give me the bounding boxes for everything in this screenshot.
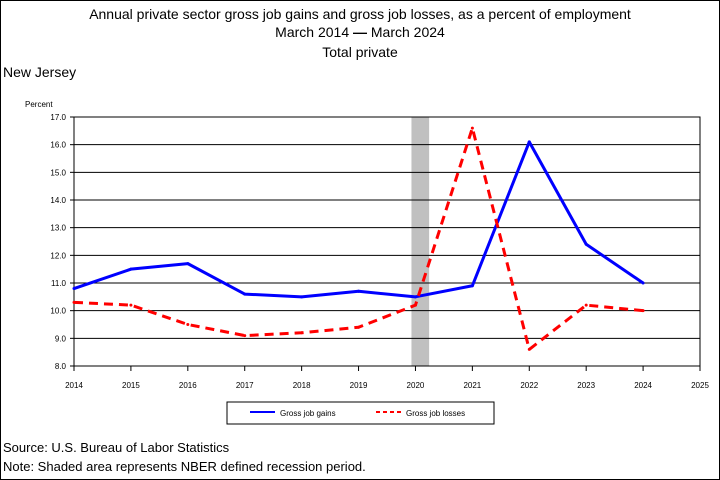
legend-label: Gross job losses <box>406 409 465 418</box>
y-tick-label: 13.0 <box>50 224 66 233</box>
data-point-gains <box>72 287 76 291</box>
data-point-gains <box>527 140 531 144</box>
chart-period: March 2014 — March 2024 <box>275 24 445 40</box>
plot-area <box>73 116 701 367</box>
data-point-gains <box>584 242 588 246</box>
legend-box <box>226 401 495 425</box>
x-tick-label: 2025 <box>691 381 709 390</box>
y-tick-label: 8.0 <box>55 362 67 371</box>
y-tick-label: 12.0 <box>50 251 66 260</box>
state-label: New Jersey <box>3 64 77 80</box>
series-line-losses <box>73 126 644 351</box>
data-point-losses <box>470 126 474 130</box>
data-point-losses <box>129 303 133 307</box>
y-tick-label: 11.0 <box>51 279 67 288</box>
y-tick-label: 15.0 <box>50 168 66 177</box>
data-point-losses <box>186 323 190 326</box>
y-tick-label: 17.0 <box>50 113 66 122</box>
data-point-gains <box>641 281 645 285</box>
data-point-gains <box>186 262 190 266</box>
x-tick-label: 2019 <box>350 381 368 390</box>
data-point-gains <box>413 295 417 299</box>
data-point-losses <box>584 303 588 307</box>
y-tick-label: 9.0 <box>55 334 67 343</box>
x-tick-label: 2016 <box>179 381 197 390</box>
data-point-losses <box>357 325 361 329</box>
recession-note: Note: Shaded area represents NBER define… <box>3 459 366 474</box>
chart-subtitle: Total private <box>322 44 398 60</box>
y-tick-label: 16.0 <box>50 141 66 150</box>
data-point-gains <box>470 284 474 288</box>
y-axis-label: Percent <box>25 100 53 109</box>
data-point-gains <box>357 289 361 293</box>
data-point-losses <box>72 300 76 304</box>
x-tick-label: 2015 <box>122 381 140 390</box>
data-point-gains <box>129 267 133 271</box>
data-point-losses <box>413 303 417 307</box>
x-tick-label: 2017 <box>236 381 254 390</box>
period-start: March 2014 <box>275 24 350 40</box>
period-end: March 2024 <box>370 24 445 40</box>
recession-shading <box>411 117 430 366</box>
x-tick-label: 2022 <box>520 381 538 390</box>
data-point-losses <box>300 331 304 335</box>
chart-title: Annual private sector gross job gains an… <box>89 6 631 22</box>
x-tick-label: 2020 <box>407 381 425 390</box>
y-tick-label: 14.0 <box>50 196 66 205</box>
x-tick-label: 2021 <box>463 381 481 390</box>
data-point-losses <box>243 334 247 338</box>
data-point-losses <box>527 347 531 351</box>
x-tick-label: 2018 <box>293 381 311 390</box>
data-point-gains <box>300 295 304 299</box>
x-tick-label: 2023 <box>577 381 595 390</box>
y-tick-label: 10.0 <box>50 307 66 316</box>
data-point-losses <box>641 309 645 313</box>
source-note: Source: U.S. Bureau of Labor Statistics <box>3 440 230 455</box>
x-tick-label: 2014 <box>65 381 83 390</box>
x-tick-label: 2024 <box>634 381 652 390</box>
series-line-gains <box>73 140 644 299</box>
legend-label: Gross job gains <box>280 409 336 418</box>
data-point-gains <box>243 292 247 296</box>
